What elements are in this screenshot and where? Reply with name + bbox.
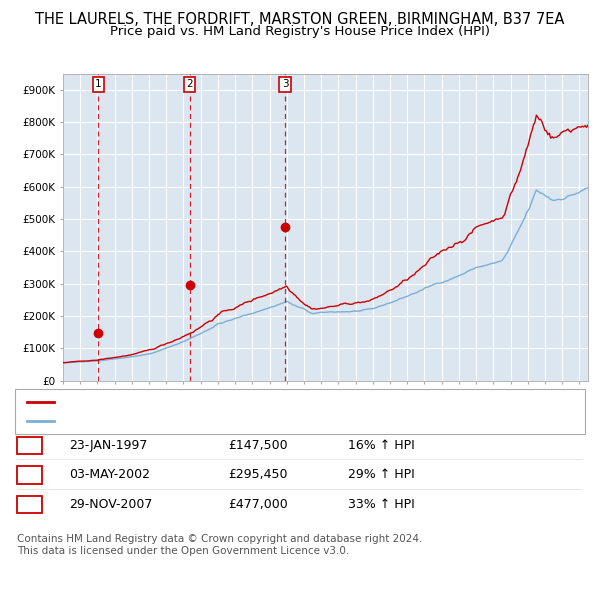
Text: £477,000: £477,000: [228, 498, 288, 511]
Text: 33% ↑ HPI: 33% ↑ HPI: [348, 498, 415, 511]
Text: Price paid vs. HM Land Registry's House Price Index (HPI): Price paid vs. HM Land Registry's House …: [110, 25, 490, 38]
Text: Contains HM Land Registry data © Crown copyright and database right 2024.
This d: Contains HM Land Registry data © Crown c…: [17, 534, 422, 556]
Text: 03-MAY-2002: 03-MAY-2002: [69, 468, 150, 481]
Text: HPI: Average price, detached house, Solihull: HPI: Average price, detached house, Soli…: [60, 417, 307, 426]
Text: THE LAURELS, THE FORDRIFT, MARSTON GREEN, BIRMINGHAM, B37 7EA (detached hous: THE LAURELS, THE FORDRIFT, MARSTON GREEN…: [60, 397, 555, 407]
Text: 3: 3: [25, 498, 34, 511]
Text: 29% ↑ HPI: 29% ↑ HPI: [348, 468, 415, 481]
Text: 2: 2: [25, 468, 34, 481]
Text: 16% ↑ HPI: 16% ↑ HPI: [348, 439, 415, 452]
Text: 29-NOV-2007: 29-NOV-2007: [69, 498, 152, 511]
Text: 3: 3: [282, 80, 289, 90]
Text: £295,450: £295,450: [228, 468, 287, 481]
Text: £147,500: £147,500: [228, 439, 287, 452]
Text: 1: 1: [95, 80, 102, 90]
Text: 23-JAN-1997: 23-JAN-1997: [69, 439, 148, 452]
Text: 2: 2: [186, 80, 193, 90]
Text: 1: 1: [25, 439, 34, 452]
Text: THE LAURELS, THE FORDRIFT, MARSTON GREEN, BIRMINGHAM, B37 7EA: THE LAURELS, THE FORDRIFT, MARSTON GREEN…: [35, 12, 565, 27]
